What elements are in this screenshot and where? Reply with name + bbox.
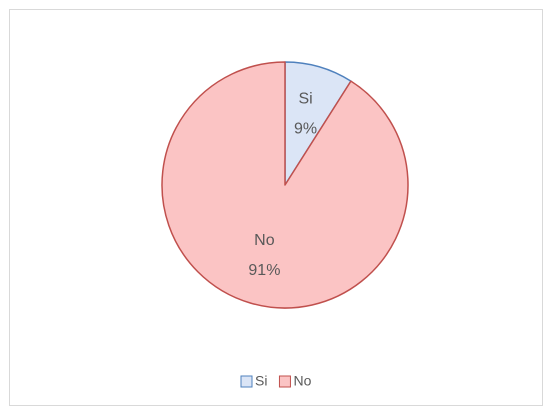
data-label-value: 9%: [294, 120, 317, 137]
legend-label: Si: [255, 373, 267, 389]
data-label-category: No: [254, 232, 275, 249]
pie-slice: [161, 61, 409, 309]
legend-label: No: [293, 373, 311, 389]
legend-swatch: [278, 375, 291, 388]
data-label-value: 91%: [248, 262, 280, 279]
legend-swatch: [240, 375, 253, 388]
data-label-category: Si: [298, 90, 312, 107]
